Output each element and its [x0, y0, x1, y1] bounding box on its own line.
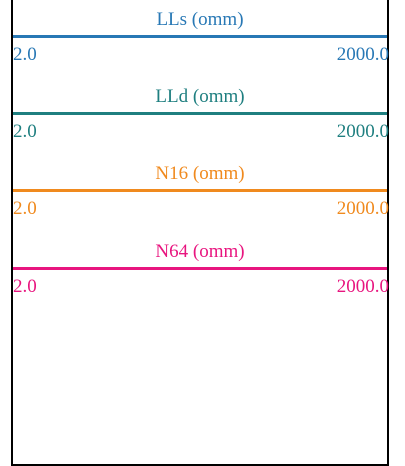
- scale-min-n16: 2.0: [13, 198, 37, 219]
- scale-min-lls: 2.0: [13, 44, 37, 65]
- curve-name-n64: N64 (omm): [155, 241, 245, 262]
- track-n64: N64 (omm) 2.0 2000.0: [13, 230, 389, 307]
- scale-min-n64: 2.0: [13, 276, 37, 297]
- track-lls: LLs (omm) 2.0 2000.0: [13, 0, 389, 75]
- scale-max-n64: 2000.0: [336, 276, 389, 297]
- scale-max-lls: 2000.0: [336, 44, 389, 65]
- curve-name-lld: LLd (omm): [155, 86, 245, 107]
- track-n16: N16 (omm) 2.0 2000.0: [13, 152, 389, 229]
- curve-name-lls: LLs (omm): [156, 9, 244, 30]
- scale-line-n64: [13, 267, 387, 270]
- curve-name-n16: N16 (omm): [155, 163, 245, 184]
- log-track-header-panel: LLs (omm) 2.0 2000.0 LLd (omm) 2.0 2000.…: [11, 0, 389, 466]
- scale-max-n16: 2000.0: [336, 198, 389, 219]
- scale-min-lld: 2.0: [13, 121, 37, 142]
- track-lld: LLd (omm) 2.0 2000.0: [13, 75, 389, 152]
- scale-line-lld: [13, 112, 387, 115]
- scale-line-lls: [13, 35, 387, 38]
- scale-line-n16: [13, 189, 387, 192]
- scale-max-lld: 2000.0: [336, 121, 389, 142]
